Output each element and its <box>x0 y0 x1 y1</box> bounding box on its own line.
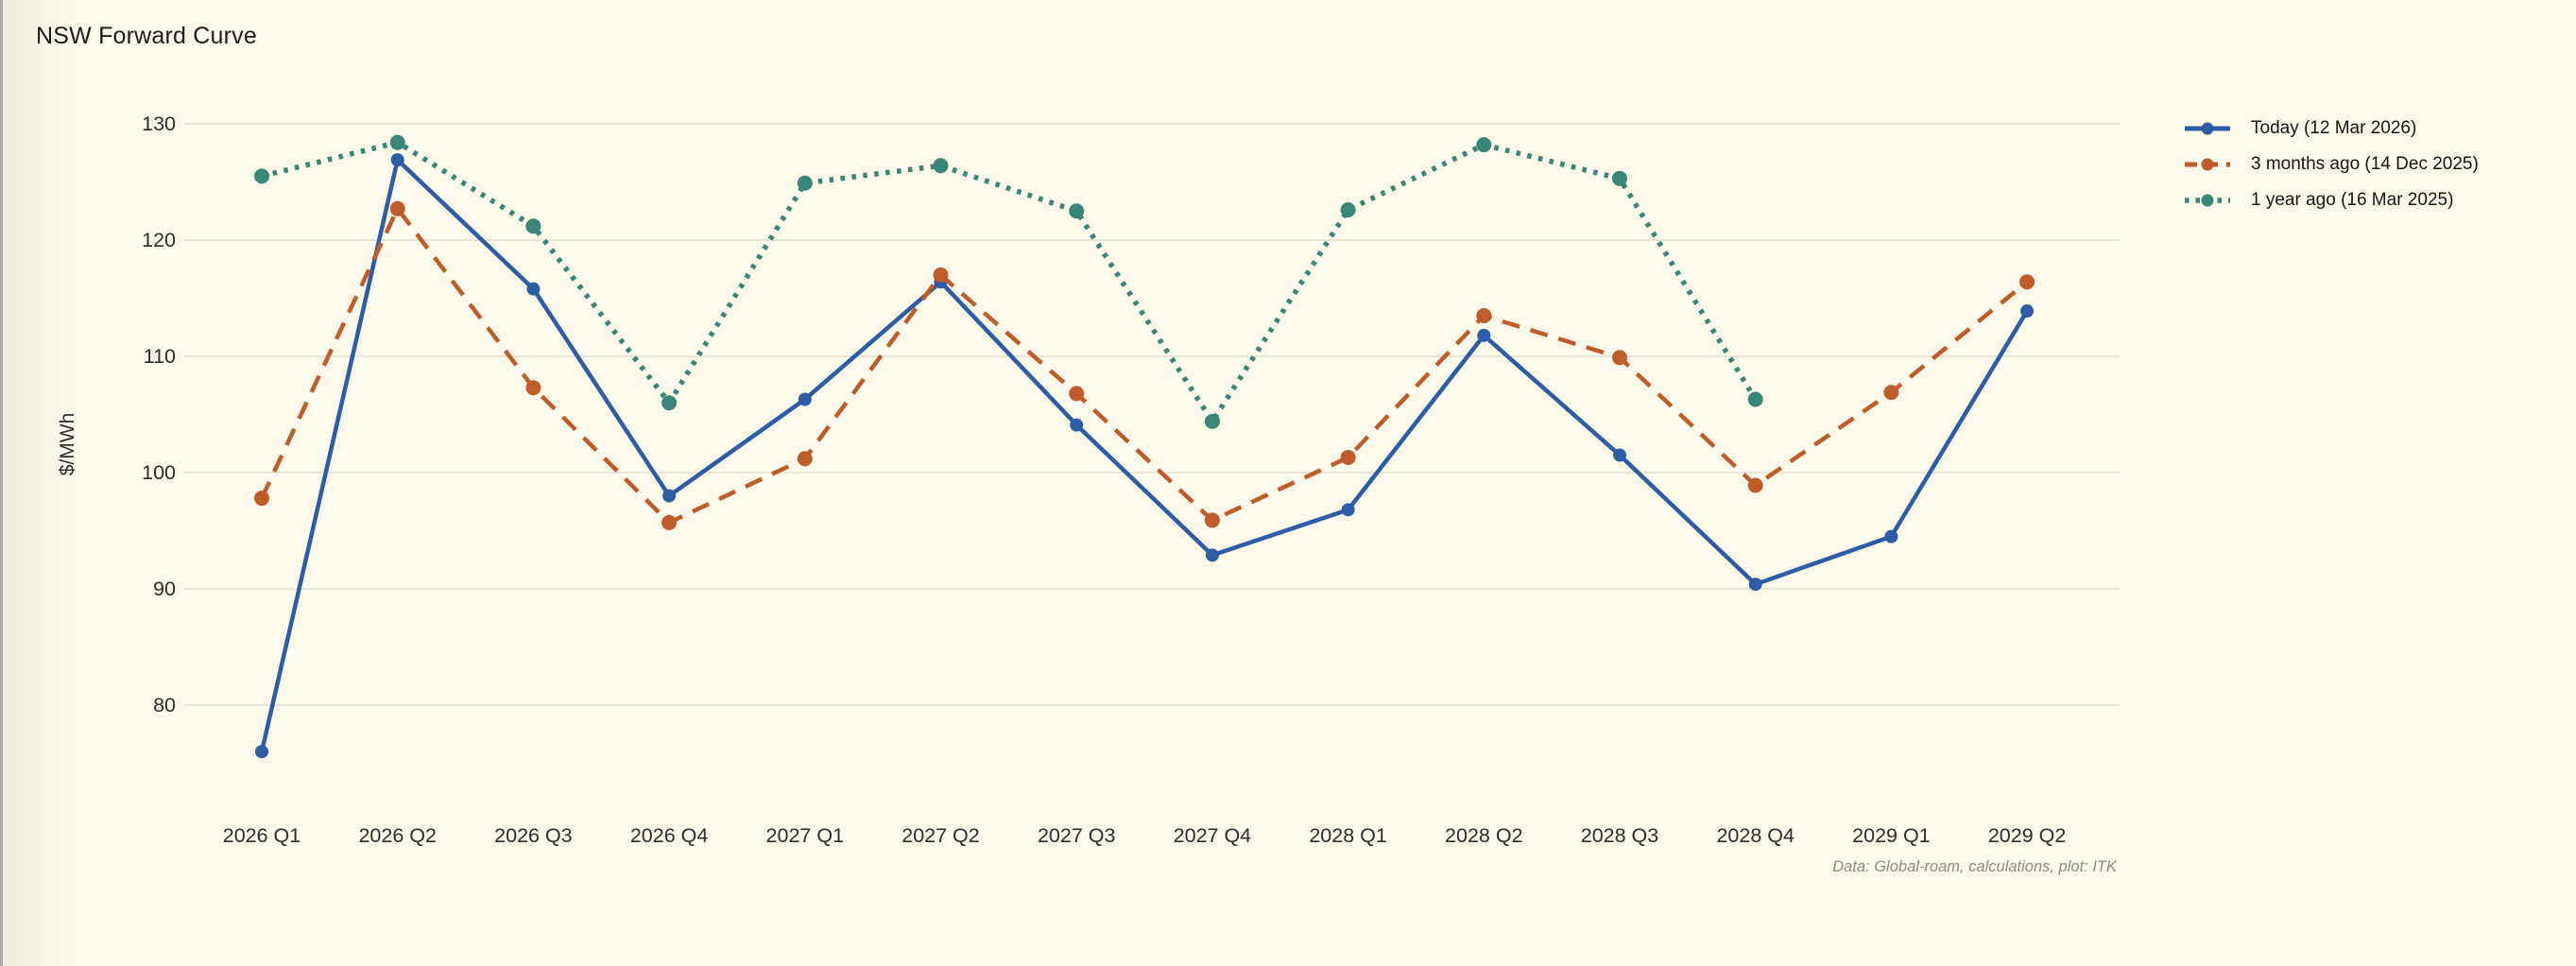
data-point-three-months-ago <box>254 491 269 507</box>
data-point-one-year-ago <box>1747 391 1763 407</box>
y-tick-label: 110 <box>144 345 176 368</box>
data-point-three-months-ago <box>1747 477 1763 493</box>
series-line-three-months-ago <box>259 206 2029 526</box>
data-point-three-months-ago <box>661 514 678 530</box>
legend-swatch-dot <box>2201 158 2214 171</box>
data-point-three-months-ago <box>797 451 813 467</box>
window-left-edge <box>0 0 3 966</box>
legend: Today (12 Mar 2026) 3 months ago (14 Dec… <box>2183 117 2479 212</box>
x-tick-label: 2028 Q2 <box>1445 824 1522 847</box>
data-point-one-year-ago <box>389 134 405 150</box>
y-tick-label: 90 <box>153 578 176 600</box>
x-tick-label: 2027 Q3 <box>1038 824 1116 847</box>
data-point-three-months-ago <box>389 200 405 216</box>
legend-item-today: Today (12 Mar 2026) <box>2183 117 2479 140</box>
data-point-today <box>1613 448 1626 462</box>
x-tick-label: 2028 Q1 <box>1309 824 1386 847</box>
data-point-three-months-ago <box>1612 350 1627 366</box>
data-point-today <box>255 745 268 759</box>
legend-swatch-dot <box>2201 194 2214 207</box>
data-point-today <box>390 153 404 167</box>
series-line-one-year-ago <box>261 139 1759 424</box>
data-point-three-months-ago <box>525 380 541 396</box>
data-point-today <box>2020 304 2035 319</box>
legend-item-label: 1 year ago (16 Mar 2025) <box>2251 190 2454 210</box>
data-point-three-months-ago <box>1340 450 1356 466</box>
data-point-today <box>1205 548 1219 562</box>
x-tick-label: 2026 Q1 <box>223 824 301 847</box>
legend-item-label: Today (12 Mar 2026) <box>2251 118 2417 138</box>
legend-swatch-one-year-ago <box>2185 194 2230 207</box>
data-point-one-year-ago <box>525 218 541 234</box>
y-tick-label: 130 <box>142 112 176 135</box>
data-point-three-months-ago <box>1069 386 1085 402</box>
data-point-one-year-ago <box>1476 137 1492 153</box>
data-point-one-year-ago <box>1612 170 1627 186</box>
legend-swatch-today <box>2185 122 2230 135</box>
data-point-today <box>1884 529 1898 543</box>
data-point-today <box>1341 503 1355 517</box>
data-point-one-year-ago <box>933 158 949 174</box>
data-point-three-months-ago <box>933 267 949 283</box>
data-point-three-months-ago <box>1476 307 1492 323</box>
data-point-one-year-ago <box>1340 202 1356 218</box>
data-point-three-months-ago <box>2019 274 2035 290</box>
x-tick-label: 2026 Q2 <box>358 824 436 847</box>
data-point-today <box>1748 578 1762 592</box>
x-tick-label: 2029 Q1 <box>1852 824 1930 847</box>
y-tick-label: 120 <box>142 229 176 251</box>
source-note: Data: Global-roam, calculations, plot: I… <box>1832 858 2117 875</box>
x-tick-label: 2026 Q4 <box>630 824 709 847</box>
x-tick-label: 2027 Q2 <box>902 824 979 847</box>
chart-title: NSW Forward Curve <box>36 23 257 49</box>
data-point-three-months-ago <box>1204 512 1220 528</box>
x-tick-label: 2026 Q3 <box>494 824 573 847</box>
data-point-one-year-ago <box>797 175 813 191</box>
legend-item-three-months-ago: 3 months ago (14 Dec 2025) <box>2183 153 2479 176</box>
x-tick-label: 2028 Q4 <box>1716 824 1795 847</box>
data-point-three-months-ago <box>1883 385 1899 401</box>
data-point-today <box>526 282 541 296</box>
y-tick-label: 80 <box>153 694 176 716</box>
data-point-today <box>1477 328 1491 342</box>
data-point-today <box>1070 418 1084 432</box>
data-point-one-year-ago <box>1069 203 1085 219</box>
data-point-one-year-ago <box>254 168 269 184</box>
x-tick-label: 2029 Q2 <box>1988 824 2066 847</box>
y-tick-label: 100 <box>142 461 176 484</box>
legend-swatch-dot <box>2201 122 2214 135</box>
x-tick-label: 2027 Q4 <box>1174 824 1252 847</box>
legend-swatch-three-months-ago <box>2185 158 2230 171</box>
data-point-one-year-ago <box>1204 413 1220 429</box>
x-tick-label: 2028 Q3 <box>1581 824 1659 847</box>
legend-item-label: 3 months ago (14 Dec 2025) <box>2251 154 2479 174</box>
data-point-today <box>662 489 677 503</box>
legend-item-one-year-ago: 1 year ago (16 Mar 2025) <box>2183 189 2479 212</box>
series-line-today <box>259 157 2030 752</box>
data-point-one-year-ago <box>661 395 678 411</box>
x-tick-label: 2027 Q1 <box>766 824 844 847</box>
data-point-today <box>798 392 812 406</box>
